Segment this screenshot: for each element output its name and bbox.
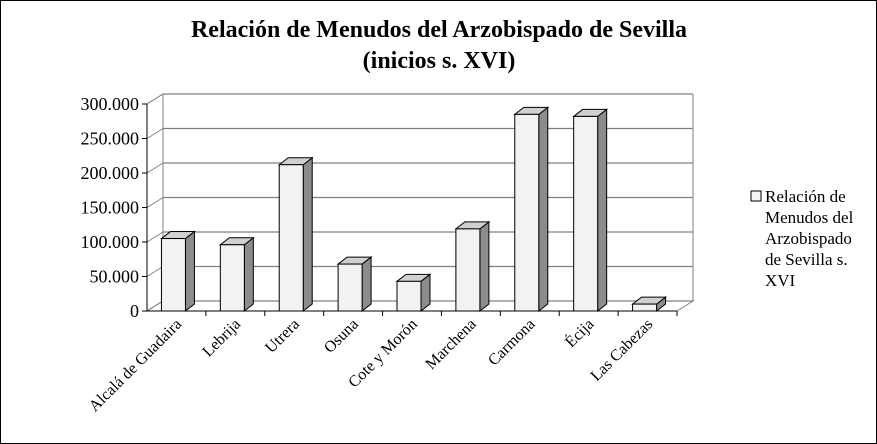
y-tick-label: 50.000	[90, 267, 140, 287]
x-tick-label: Las Cabezas	[588, 316, 657, 385]
legend-label-line: de Sevilla s.	[765, 250, 848, 269]
y-axis-ticks: 0 50.000 100.000 150.000 200.000 250.000 300.0…	[81, 94, 677, 321]
gridline-side	[146, 266, 164, 277]
gridline-side	[146, 300, 164, 312]
bar-front	[278, 164, 304, 312]
legend: Relación de Menudos del Arzobispado de Sevi…	[750, 187, 854, 290]
bar-front	[337, 263, 363, 312]
x-tick-label: Osuna	[321, 316, 362, 357]
gridline-side	[146, 128, 164, 139]
x-axis-labels: Alcalá de Guadaira Lebrija Utrera OsunaCote…	[86, 311, 678, 415]
bar-side	[184, 230, 195, 313]
y-tick-label: 200.000	[81, 163, 140, 183]
bars	[159, 106, 668, 313]
chart-title-line-2: (inicios s. XVI)	[363, 48, 516, 74]
x-tick-label: Utrera	[262, 316, 303, 357]
x-tick-label: Carmona	[485, 316, 538, 369]
x-tick-label: Marchena	[422, 316, 479, 373]
gridline-side	[146, 197, 164, 208]
bar	[454, 220, 491, 313]
bar	[218, 236, 255, 313]
legend-label-line: XVI	[765, 271, 796, 290]
bar	[395, 273, 432, 313]
legend-label-line: Relación de	[765, 187, 846, 206]
gridline-side	[146, 93, 164, 105]
x-tick-label: Lebrija	[199, 316, 244, 361]
bar	[631, 296, 668, 313]
bar-front	[573, 115, 599, 312]
gridline-side	[146, 231, 164, 243]
bar	[336, 256, 373, 313]
y-tick-label: 300.000	[81, 94, 140, 114]
bar-side	[479, 220, 490, 313]
y-tick-label: 100.000	[81, 232, 140, 252]
bar-front	[455, 228, 481, 312]
x-tick-label: Écija	[561, 314, 598, 351]
legend-label-line: Menudos del	[765, 208, 854, 227]
gridline-side	[146, 162, 164, 174]
bar-side	[361, 256, 372, 313]
x-tick-label: Alcalá de Guadaira	[86, 316, 185, 415]
bar-side	[243, 236, 254, 313]
bar	[572, 108, 609, 313]
bar	[159, 230, 196, 313]
bar-side	[538, 106, 549, 313]
legend-label: Relación de Menudos del Arzobispado de Sevi…	[765, 187, 854, 290]
bar-front	[514, 113, 540, 312]
y-tick-label: 150.000	[81, 198, 140, 218]
bar-side	[302, 156, 313, 313]
bar-front	[396, 280, 422, 312]
bar	[277, 156, 314, 313]
bar	[513, 106, 550, 313]
chart-title-line-1: Relación de Menudos del Arzobispado de S…	[191, 17, 687, 43]
y-tick-label: 0	[130, 301, 139, 321]
bar-front	[632, 303, 658, 312]
bar-front	[219, 244, 245, 312]
y-tick-label: 250.000	[81, 129, 140, 149]
bar-front	[160, 238, 186, 312]
legend-swatch	[750, 190, 762, 202]
legend-label-line: Arzobispado	[765, 229, 852, 248]
bar-side	[597, 108, 608, 313]
